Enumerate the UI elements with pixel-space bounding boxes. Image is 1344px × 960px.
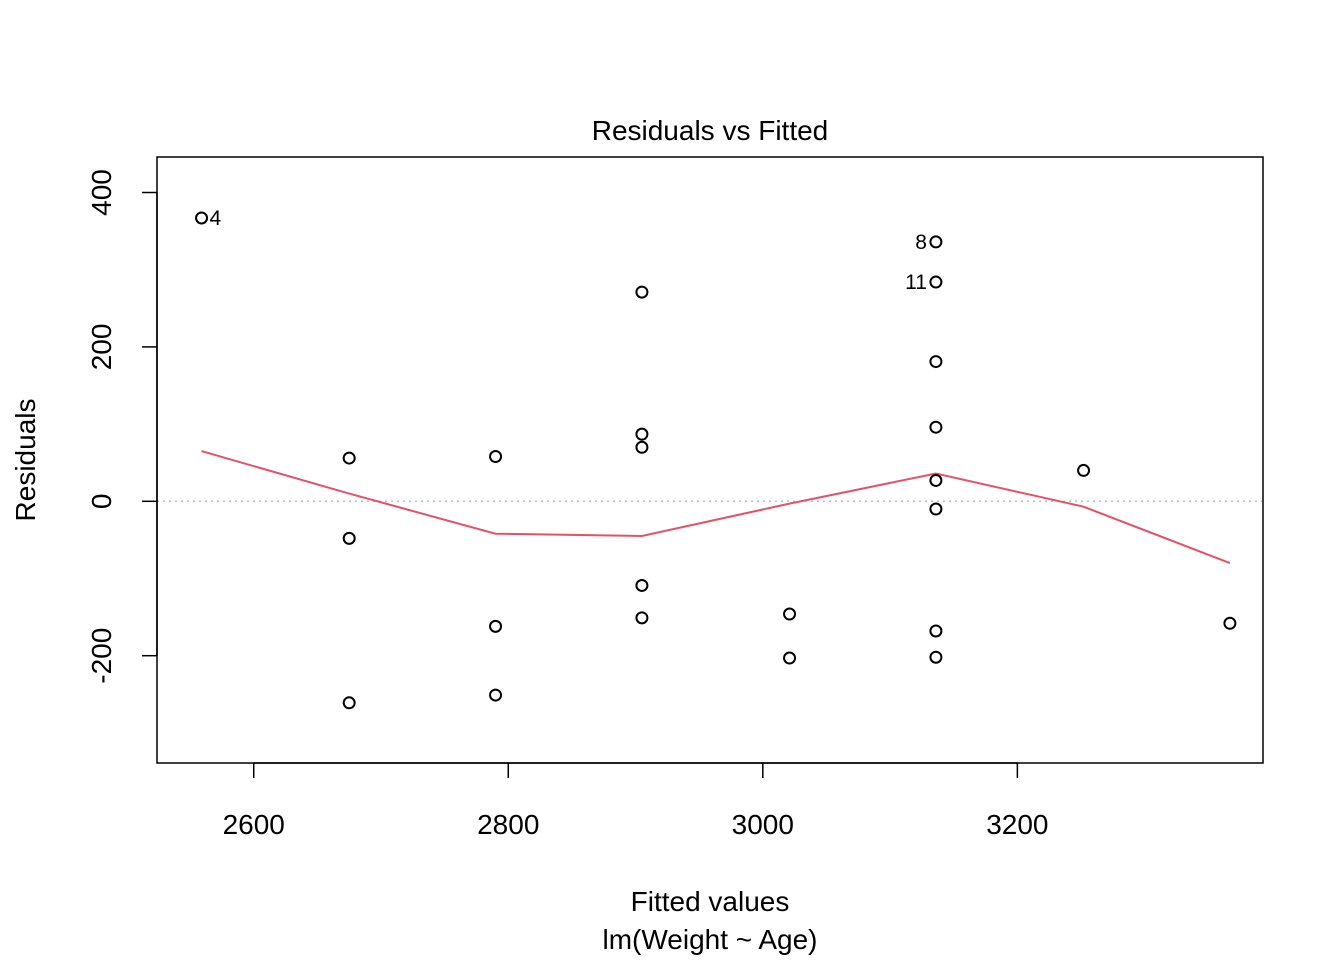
x-tick-label: 3200 [986, 809, 1048, 840]
x-tick-label: 2800 [477, 809, 539, 840]
point-label: 8 [915, 231, 927, 254]
data-point [489, 619, 503, 633]
x-tick-label: 3000 [732, 809, 794, 840]
y-tick-label: 200 [86, 324, 117, 371]
data-point [635, 427, 649, 441]
x-tick-label: 2600 [223, 809, 285, 840]
point-label: 11 [905, 271, 927, 294]
data-point [635, 285, 649, 299]
data-point [342, 451, 356, 465]
data-point [929, 275, 943, 289]
x-axis-label: Fitted values [631, 886, 790, 917]
data-point [783, 607, 797, 621]
data-point [195, 211, 209, 225]
data-point [929, 420, 943, 434]
data-point [342, 531, 356, 545]
data-point [929, 502, 943, 516]
chart-title: Residuals vs Fitted [592, 115, 829, 146]
data-point [929, 355, 943, 369]
data-point [489, 688, 503, 702]
data-point [1223, 616, 1237, 630]
point-label: 4 [210, 207, 222, 230]
data-point [783, 651, 797, 665]
y-axis-label: Residuals [10, 399, 41, 522]
data-point [489, 450, 503, 464]
data-point [342, 696, 356, 710]
data-point [929, 473, 943, 487]
y-tick-label: -200 [86, 628, 117, 684]
data-point [929, 624, 943, 638]
y-tick-label: 400 [86, 169, 117, 216]
y-tick-label: 0 [86, 494, 117, 510]
data-point [635, 578, 649, 592]
data-point [929, 235, 943, 249]
data-point [1077, 463, 1091, 477]
chart-subtitle: lm(Weight ~ Age) [602, 924, 817, 955]
plot-area: 2600 2800 3000 3200 -200 0 200 400 4 8 11 [86, 169, 1263, 840]
data-point [635, 440, 649, 454]
data-point [635, 611, 649, 625]
smoother-line [201, 450, 1231, 565]
data-point [929, 650, 943, 664]
plot-frame [156, 156, 1264, 764]
